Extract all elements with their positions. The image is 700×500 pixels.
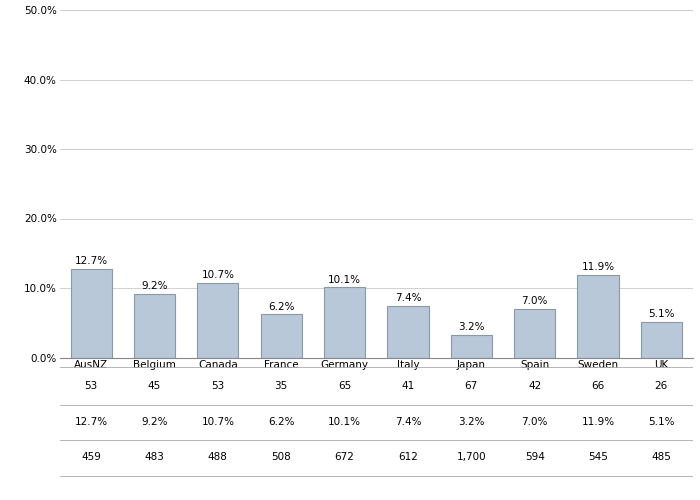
Text: 10.1%: 10.1% — [328, 274, 361, 284]
Text: 7.4%: 7.4% — [395, 416, 421, 426]
Text: 5.1%: 5.1% — [648, 416, 675, 426]
Text: 459: 459 — [81, 452, 101, 462]
Text: 66: 66 — [592, 381, 605, 391]
Text: 53: 53 — [211, 381, 225, 391]
Text: 12.7%: 12.7% — [75, 416, 108, 426]
Bar — [451, 336, 492, 357]
Text: 65: 65 — [338, 381, 351, 391]
Text: 545: 545 — [588, 452, 608, 462]
Text: 10.1%: 10.1% — [328, 416, 361, 426]
Text: 3.2%: 3.2% — [458, 322, 484, 332]
Bar — [71, 269, 112, 358]
Text: 10.7%: 10.7% — [202, 270, 235, 280]
Text: 7.0%: 7.0% — [522, 416, 548, 426]
Bar — [324, 288, 365, 358]
Text: 488: 488 — [208, 452, 228, 462]
Text: 6.2%: 6.2% — [268, 416, 295, 426]
Bar — [134, 294, 175, 358]
Text: 9.2%: 9.2% — [141, 281, 168, 291]
Text: 3.2%: 3.2% — [458, 416, 484, 426]
Text: 35: 35 — [274, 381, 288, 391]
Text: 11.9%: 11.9% — [582, 262, 615, 272]
Bar — [514, 309, 555, 358]
Bar — [578, 275, 619, 357]
Text: 42: 42 — [528, 381, 541, 391]
Text: 612: 612 — [398, 452, 418, 462]
Bar — [197, 283, 239, 358]
Text: 11.9%: 11.9% — [582, 416, 615, 426]
Bar — [260, 314, 302, 358]
Text: 67: 67 — [465, 381, 478, 391]
Text: 6.2%: 6.2% — [268, 302, 295, 312]
Bar — [640, 322, 682, 358]
Text: 10.7%: 10.7% — [202, 416, 235, 426]
Text: 508: 508 — [272, 452, 291, 462]
Text: 26: 26 — [654, 381, 668, 391]
Text: 7.4%: 7.4% — [395, 294, 421, 304]
Text: 672: 672 — [335, 452, 354, 462]
Text: 485: 485 — [652, 452, 671, 462]
Text: 53: 53 — [85, 381, 98, 391]
Text: 7.0%: 7.0% — [522, 296, 548, 306]
Text: 594: 594 — [525, 452, 545, 462]
Bar — [387, 306, 428, 358]
Text: 1,700: 1,700 — [456, 452, 486, 462]
Text: 12.7%: 12.7% — [75, 256, 108, 266]
Text: 5.1%: 5.1% — [648, 310, 675, 320]
Text: 483: 483 — [145, 452, 164, 462]
Text: 41: 41 — [401, 381, 414, 391]
Text: 9.2%: 9.2% — [141, 416, 168, 426]
Text: 45: 45 — [148, 381, 161, 391]
